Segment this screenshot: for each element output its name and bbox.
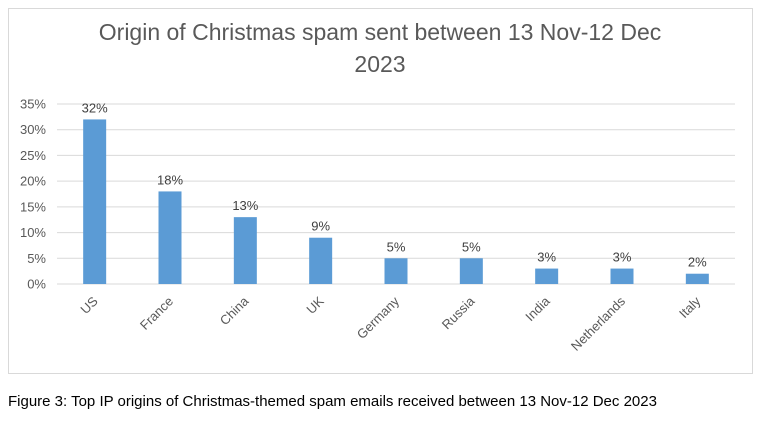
bar-netherlands <box>610 268 634 284</box>
y-tick-label: 25% <box>20 148 46 163</box>
y-tick-label: 20% <box>20 174 46 189</box>
data-label: 9% <box>311 219 330 234</box>
chart-title: Origin of Christmas spam sent between 13… <box>0 16 760 80</box>
x-tick-label: Russia <box>439 293 478 332</box>
chart-title-line-1: Origin of Christmas spam sent between 13… <box>98 19 662 45</box>
figure-caption: Figure 3: Top IP origins of Christmas-th… <box>8 393 657 410</box>
x-tick-label: Italy <box>676 293 704 321</box>
data-label: 2% <box>688 255 707 270</box>
x-tick-label: Germany <box>354 293 403 342</box>
data-label: 3% <box>537 250 556 265</box>
y-tick-label: 0% <box>27 277 46 292</box>
bar-italy <box>685 273 709 284</box>
data-label: 13% <box>232 198 258 213</box>
y-tick-label: 5% <box>27 251 46 266</box>
bar-china <box>233 217 257 284</box>
x-tick-label: US <box>77 293 101 317</box>
bar-us <box>83 119 107 284</box>
chart-title-line-2: 2023 <box>354 51 406 77</box>
bar-india <box>535 268 559 284</box>
data-label: 5% <box>462 239 481 254</box>
bar-germany <box>384 258 408 284</box>
x-tick-label: India <box>522 293 553 324</box>
bar-chart-plot: 0% 5% 10% 15% 20% 25% 30% 35% 32% US 18% France 13% C… <box>20 97 735 354</box>
data-label: 32% <box>82 100 108 115</box>
y-tick-label: 35% <box>20 97 46 112</box>
chart-frame <box>8 8 753 374</box>
y-tick-label: 15% <box>20 199 46 214</box>
bar-uk <box>309 237 333 284</box>
bar-france <box>158 191 182 284</box>
data-label: 3% <box>613 250 632 265</box>
x-tick-label: China <box>217 293 252 328</box>
y-tick-label: 30% <box>20 122 46 137</box>
data-label: 18% <box>157 172 183 187</box>
x-tick-label: UK <box>303 293 327 317</box>
x-tick-label: Netherlands <box>568 293 629 354</box>
y-tick-label: 10% <box>20 225 46 240</box>
data-label: 5% <box>387 239 406 254</box>
x-tick-label: France <box>137 294 176 333</box>
bar-russia <box>459 258 483 284</box>
